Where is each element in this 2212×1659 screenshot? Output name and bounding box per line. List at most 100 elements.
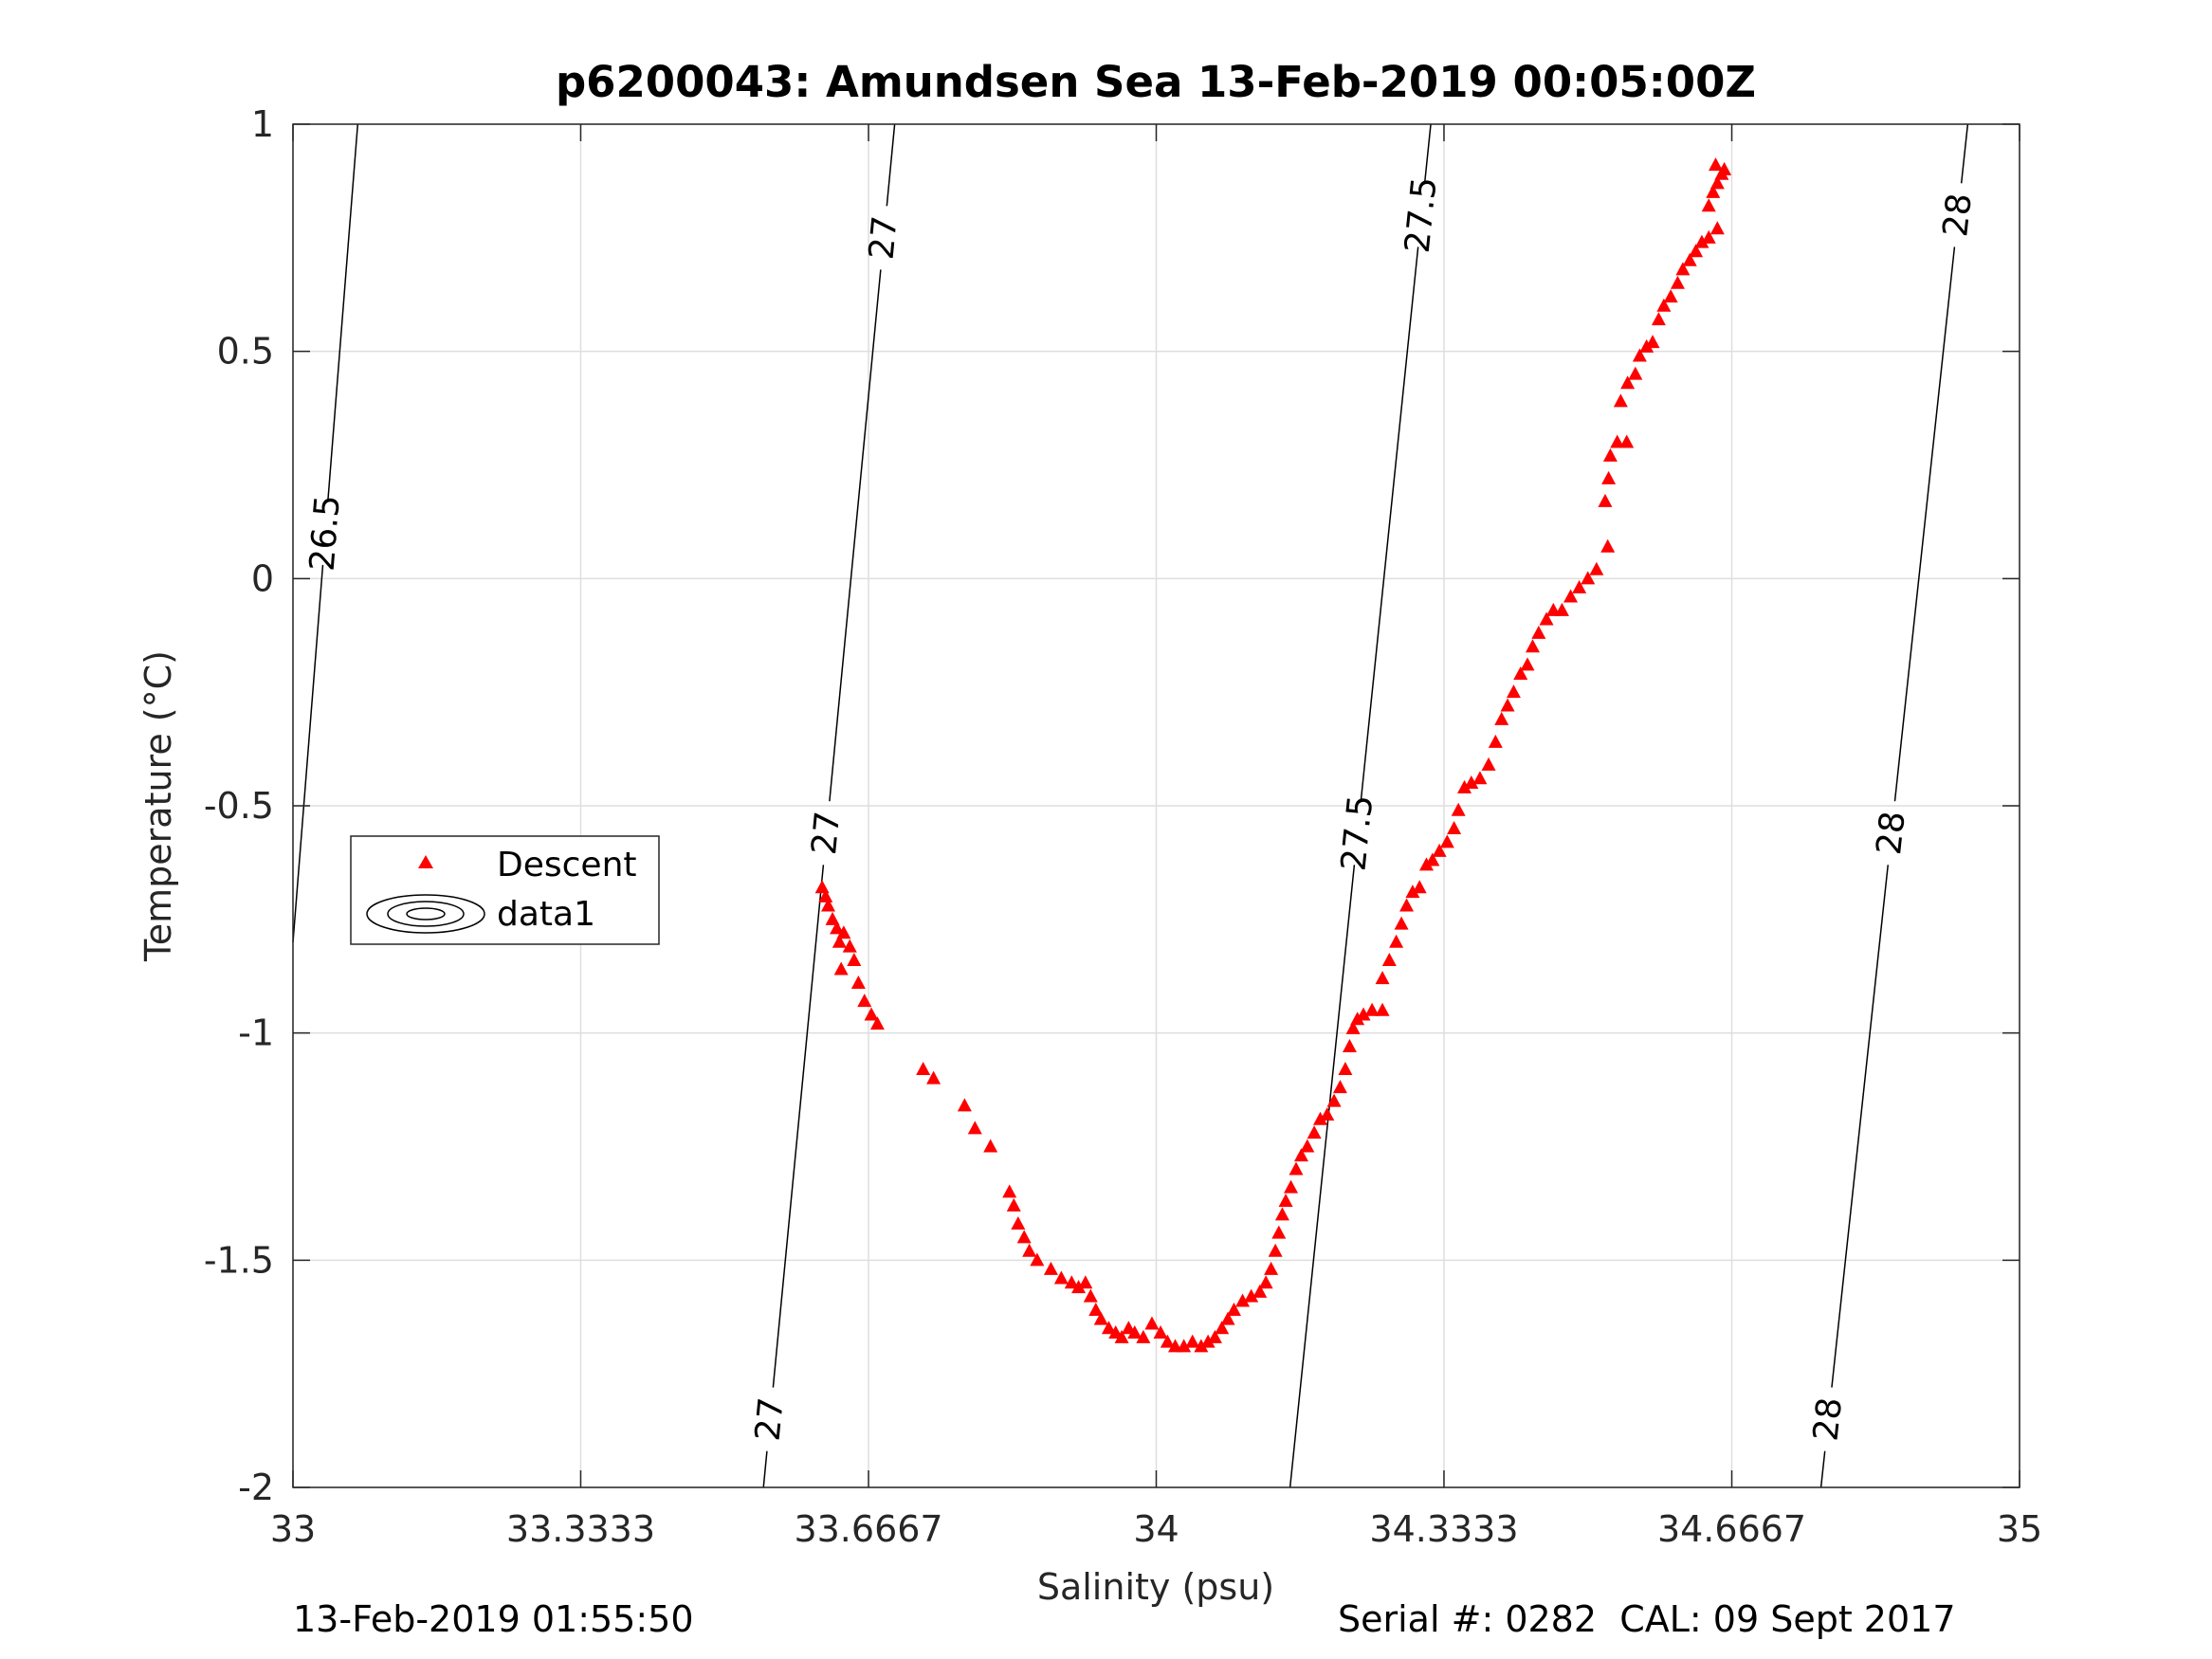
y-tick-label: -0.5 [204,785,274,827]
contour-line [1893,246,1956,802]
descent-point [967,1121,982,1135]
descent-point [1016,1230,1032,1244]
contour-line [1831,865,1890,1388]
legend-box [350,835,660,945]
descent-point [1127,1325,1143,1340]
y-tick-label: 0 [251,557,274,599]
descent-point [1601,470,1617,484]
descent-point [1394,916,1409,930]
descent-point [1405,884,1420,899]
descent-point [1447,820,1462,834]
descent-point [1284,1179,1299,1194]
x-tick-label: 33.3333 [506,1508,655,1550]
contour-line [762,1450,768,1488]
descent-point [1610,434,1625,448]
descent-point [1488,734,1503,748]
contour-line [327,123,359,501]
contour-label: 28 [1806,1395,1850,1443]
descent-point [1271,1225,1287,1239]
descent-point [1663,289,1678,303]
descent-point [1002,1184,1017,1198]
contour-line [829,269,882,802]
descent-point [1226,1303,1241,1317]
descent-point [1675,262,1691,276]
x-tick-label: 34.6667 [1657,1508,1806,1550]
descent-point [1338,1062,1353,1076]
descent-point [1053,1270,1069,1285]
x-axis-label: Salinity (psu) [1037,1566,1274,1608]
descent-point [1418,857,1434,871]
descent-point [1701,229,1716,244]
contour-line [886,123,896,207]
descent-point [1628,366,1643,380]
y-tick-label: -1 [238,1012,274,1054]
descent-point [1258,1275,1273,1289]
descent-point [1268,1243,1283,1257]
descent-point [1345,1020,1361,1034]
descent-point [1375,1002,1390,1016]
descent-point [1694,234,1709,248]
descent-point [1332,1080,1347,1094]
descent-point [847,952,862,966]
descent-point [1114,1329,1129,1343]
descent-point [1399,898,1415,912]
density-contours: 26.5 27 27 27 27.5 27.5 28 28 28 [292,123,1980,1488]
descent-point [1656,298,1672,312]
descent-point [1706,184,1721,198]
descent-point [926,1070,941,1085]
descent-point [1717,161,1732,175]
contour-label: 27 [805,810,848,857]
descent-point [1220,1311,1235,1325]
descent-point [1513,665,1528,680]
descent-point [1602,447,1618,462]
contour-label: 27.5 [1398,175,1445,255]
descent-point [1185,1334,1200,1348]
descent-point [1088,1303,1104,1317]
descent-point [1177,1339,1192,1353]
descent-point [1136,1329,1151,1343]
descent-point [1464,775,1479,790]
legend-contour-icon [366,894,485,934]
contour-label: 26.5 [303,494,348,573]
descent-point [1307,1125,1322,1139]
descent-point [1554,602,1569,616]
descent-point [1494,711,1509,725]
descent-point [1326,1093,1342,1107]
contour-line [1360,246,1419,802]
descent-point [1289,1161,1304,1176]
descent-point [1043,1261,1058,1275]
descent-point [1071,1280,1087,1294]
descent-point [1389,934,1404,948]
contour-line [1423,123,1432,184]
descent-point [857,994,872,1008]
y-tick-label: -1.5 [204,1239,274,1281]
descent-point [1278,1194,1293,1208]
descent-point [1481,757,1496,771]
descent-point [1682,252,1697,266]
descent-point [1194,1339,1209,1353]
descent-point [1030,1252,1045,1267]
descent-point [1620,375,1636,390]
contour-label: 27 [862,214,905,262]
descent-point [1531,625,1546,639]
descent-point [1439,834,1454,848]
descent-point [1563,589,1579,603]
descent-point [1589,561,1604,575]
descent-point [1264,1261,1279,1275]
descent-point [1274,1207,1289,1221]
descent-point [1539,611,1554,626]
descent-point [821,898,836,912]
footer-timestamp: 13-Feb-2019 01:55:50 [293,1598,694,1640]
descent-point [1600,538,1616,553]
descent-point [1093,1311,1108,1325]
descent-point [869,1016,885,1030]
descent-point [1500,698,1515,712]
x-tick-label: 34.3333 [1369,1508,1518,1550]
y-ticks: -2 -1.5 -1 -0.5 0 0.5 1 [204,103,2020,1508]
legend: Descent data1 [350,835,660,945]
contour-line [772,865,825,1388]
descent-point [1356,1007,1371,1021]
descent-point [1506,684,1521,699]
y-axis-label: Temperature (°C) [137,650,179,962]
